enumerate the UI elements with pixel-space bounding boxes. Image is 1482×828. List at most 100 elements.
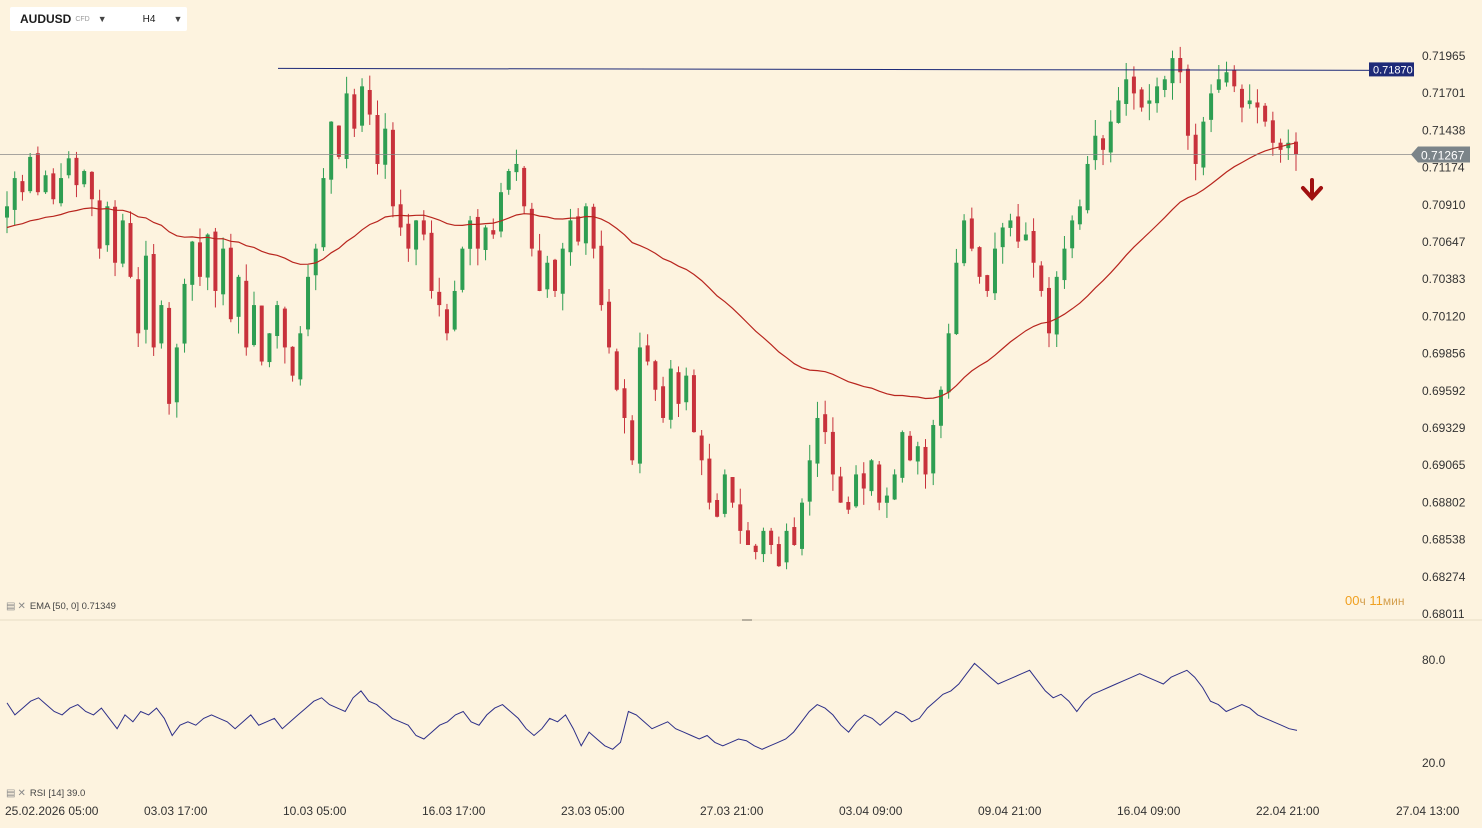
candle-body xyxy=(1216,79,1221,90)
candle xyxy=(761,527,766,563)
candle-body xyxy=(1209,93,1214,120)
candle-body xyxy=(1016,216,1021,242)
candle-body xyxy=(429,232,434,291)
candle xyxy=(1023,222,1028,241)
candle xyxy=(136,267,141,347)
ema-label-text: EMA [50, 0] 0.71349 xyxy=(29,601,116,612)
candle xyxy=(838,466,843,503)
candle-body xyxy=(985,275,990,291)
candle-body xyxy=(282,308,287,348)
candle-body xyxy=(1193,134,1198,164)
candle xyxy=(745,522,750,546)
candle xyxy=(1147,84,1152,121)
candle-body xyxy=(174,347,179,403)
candle xyxy=(637,332,642,474)
candle xyxy=(846,496,851,514)
candle xyxy=(1085,156,1090,214)
symbol-name[interactable]: AUDUSD xyxy=(20,12,72,26)
close-icon[interactable]: ✕ xyxy=(17,788,26,799)
candle xyxy=(915,441,920,475)
candle-body xyxy=(35,153,40,193)
symbol-dropdown-icon[interactable]: ▼ xyxy=(97,14,107,24)
price-tick-label: 0.71174 xyxy=(1422,161,1465,175)
candle xyxy=(251,291,256,347)
candle-body xyxy=(1047,287,1052,334)
candle-body xyxy=(792,527,797,545)
candle xyxy=(599,230,604,311)
candle xyxy=(1000,222,1005,264)
candle xyxy=(182,278,187,353)
timeframe-dropdown-icon[interactable]: ▼ xyxy=(173,14,183,24)
candle xyxy=(174,343,179,418)
candle xyxy=(35,146,40,196)
candle-body xyxy=(306,276,311,330)
candle-body xyxy=(228,247,233,320)
overlays: 0.71870 0.71267 xyxy=(0,62,1470,201)
candle xyxy=(28,152,33,194)
candle xyxy=(630,415,635,465)
candle xyxy=(221,237,226,306)
candle xyxy=(1124,62,1129,116)
candle-body xyxy=(1155,86,1160,104)
indicator-settings-icon[interactable]: ▤ xyxy=(6,601,16,612)
horizontal-level-line xyxy=(277,67,1413,71)
candle xyxy=(329,121,334,194)
candle-body xyxy=(1178,58,1183,73)
candle-body xyxy=(514,163,519,173)
candle xyxy=(1062,235,1067,289)
candle-body xyxy=(869,460,874,492)
candle xyxy=(259,305,264,366)
candle xyxy=(1193,123,1198,181)
candle-body xyxy=(1116,100,1121,123)
candle-body xyxy=(475,216,480,249)
timer-hours: 00 xyxy=(1345,593,1360,608)
rsi-label-text: RSI [14] 39.0 xyxy=(29,788,86,799)
candle-body xyxy=(1147,100,1152,104)
candle xyxy=(1077,199,1082,230)
level-tag-text: 0.71870 xyxy=(1373,64,1413,76)
price-tick-label: 0.71701 xyxy=(1422,86,1466,100)
candle xyxy=(197,228,202,286)
candle xyxy=(954,248,959,336)
candle-body xyxy=(390,129,395,207)
close-icon[interactable]: ✕ xyxy=(17,601,26,612)
candle xyxy=(977,246,982,284)
timeframe-label[interactable]: H4 xyxy=(142,13,156,25)
candle-body xyxy=(1162,79,1167,90)
price-tick-label: 0.68274 xyxy=(1422,570,1466,584)
candle xyxy=(1263,103,1268,127)
symbol-toolbar[interactable]: AUDUSD CFD ▼ H4 ▼ xyxy=(10,7,187,31)
candle-body xyxy=(1054,276,1059,335)
candle xyxy=(1224,61,1229,87)
candle xyxy=(877,460,882,511)
candle xyxy=(97,189,102,259)
candle xyxy=(105,201,110,252)
candle-body xyxy=(661,386,666,418)
candle-body xyxy=(1270,120,1275,143)
candle-body xyxy=(5,206,9,218)
candle xyxy=(676,366,681,418)
indicator-settings-icon[interactable]: ▤ xyxy=(6,788,16,799)
candle-body xyxy=(406,223,411,249)
candle xyxy=(228,233,233,323)
candle xyxy=(1232,65,1237,93)
candle-body xyxy=(452,290,457,330)
candle-body xyxy=(962,220,967,264)
candle-body xyxy=(745,530,750,545)
candle-body xyxy=(630,420,635,461)
price-tick-label: 0.70120 xyxy=(1422,309,1466,323)
candle xyxy=(776,536,781,567)
candle-body xyxy=(251,305,256,346)
price-tick-label: 0.69856 xyxy=(1422,347,1466,361)
candle-body xyxy=(498,192,503,232)
candle xyxy=(645,334,650,366)
candle xyxy=(82,169,87,188)
candle-body xyxy=(20,181,25,193)
ema-indicator-label: ▤ ✕ EMA [50, 0] 0.71349 xyxy=(6,601,116,612)
candle xyxy=(800,498,805,556)
candle xyxy=(622,379,627,434)
candle-body xyxy=(715,499,720,517)
candle xyxy=(1054,271,1059,348)
candle-body xyxy=(977,247,982,277)
